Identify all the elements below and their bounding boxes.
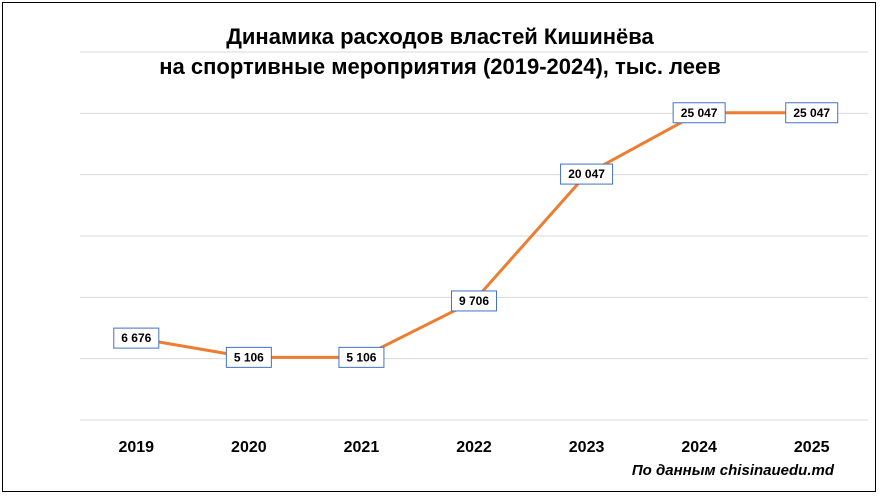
series-line bbox=[136, 111, 812, 359]
data-label-text: 25 047 bbox=[793, 106, 830, 120]
data-label-box bbox=[560, 163, 614, 185]
x-tick-label: 2024 bbox=[681, 439, 717, 456]
data-label-box bbox=[451, 290, 497, 312]
data-label-box bbox=[113, 327, 160, 349]
series-line-group bbox=[136, 111, 812, 359]
data-label: 5 106 bbox=[225, 346, 272, 368]
data-label: 25 047 bbox=[785, 102, 839, 124]
data-label: 5 106 bbox=[338, 346, 385, 368]
x-tick-label: 2019 bbox=[118, 439, 154, 456]
data-labels: 6 676 5 106 5 106 9 706 20 047 25 047 25 047 bbox=[113, 102, 839, 368]
data-label-text: 20 047 bbox=[568, 167, 605, 181]
data-label-text: 5 106 bbox=[346, 350, 376, 364]
data-label-text: 25 047 bbox=[681, 106, 718, 120]
chart-subtitle: на спортивные мероприятия (2019-2024), т… bbox=[159, 54, 721, 79]
data-label: 9 706 bbox=[451, 290, 497, 312]
gridlines bbox=[80, 51, 868, 421]
data-label-text: 6 676 bbox=[121, 331, 151, 345]
data-label-box bbox=[672, 102, 726, 124]
x-tick-label: 2022 bbox=[456, 439, 492, 456]
data-label: 25 047 bbox=[672, 102, 726, 124]
x-tick-label: 2025 bbox=[794, 439, 830, 456]
source-note: По данным chisinauedu.md bbox=[631, 462, 834, 479]
x-tick-label: 2023 bbox=[569, 439, 605, 456]
x-axis-ticks: 2019 2020 2021 2022 2023 2024 2025 bbox=[118, 439, 829, 456]
data-label-box bbox=[225, 346, 272, 368]
data-label: 20 047 bbox=[560, 163, 614, 185]
data-label: 6 676 bbox=[113, 327, 160, 349]
chart-title-block: Динамика расходов властей Кишинёва на сп… bbox=[0, 22, 880, 82]
data-label-text: 5 106 bbox=[234, 350, 264, 364]
data-label-box bbox=[338, 346, 385, 368]
x-tick-label: 2020 bbox=[231, 439, 267, 456]
data-label-text: 9 706 bbox=[459, 294, 489, 308]
x-tick-label: 2021 bbox=[344, 439, 380, 456]
data-label-box bbox=[785, 102, 839, 124]
chart-title: Динамика расходов властей Кишинёва bbox=[226, 24, 654, 49]
